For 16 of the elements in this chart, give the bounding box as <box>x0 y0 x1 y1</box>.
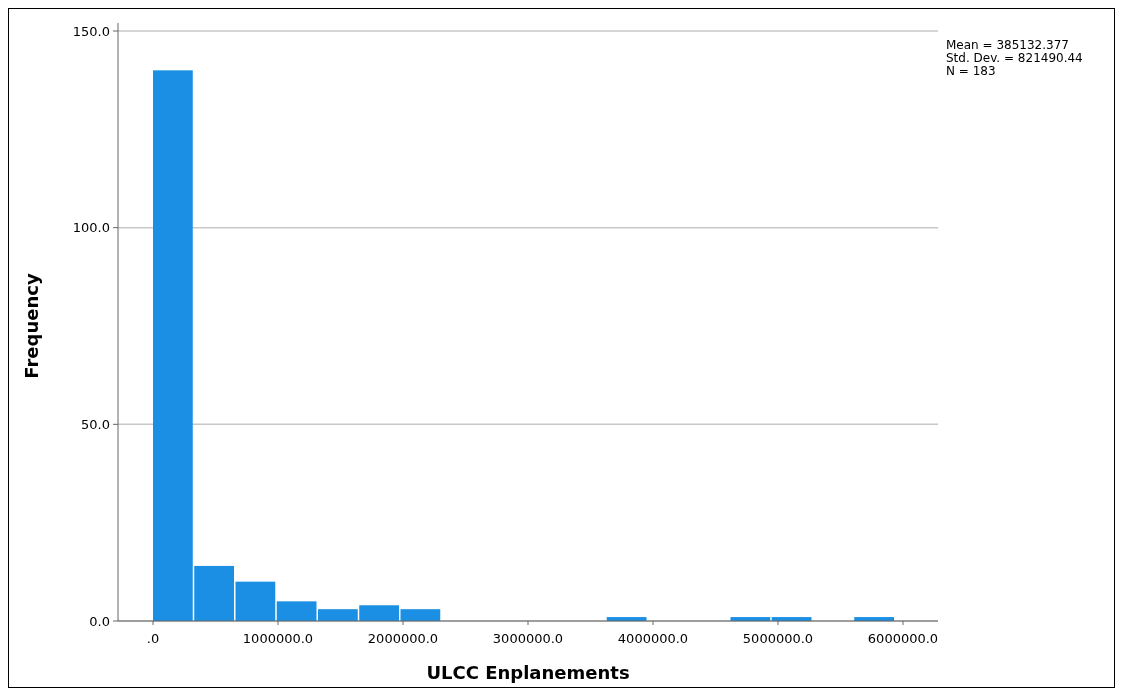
x-tick-label: 6000000.0 <box>867 631 939 646</box>
text: Mean = 385132.377 <box>946 38 1069 52</box>
y-tick-label: 0.0 <box>89 613 110 629</box>
x-tick-label: 3000000.0 <box>492 631 564 646</box>
text: N = 183 <box>946 64 996 78</box>
x-tick-label: 2000000.0 <box>367 631 439 646</box>
x-axis-title: ULCC Enplanements <box>426 662 630 683</box>
text: Std. Dev. = 821490.44 <box>946 51 1083 65</box>
x-tick-label: 1000000.0 <box>242 631 314 646</box>
y-tick-label: 50.0 <box>81 416 110 432</box>
y-tick-label: 100.0 <box>72 220 110 236</box>
x-tick-label: .0 <box>146 631 160 646</box>
x-tick-label: 4000000.0 <box>617 631 689 646</box>
y-tick-label: 150.0 <box>72 23 110 39</box>
y-axis-title: Frequency <box>21 273 42 379</box>
x-tick-label: 5000000.0 <box>742 631 814 646</box>
